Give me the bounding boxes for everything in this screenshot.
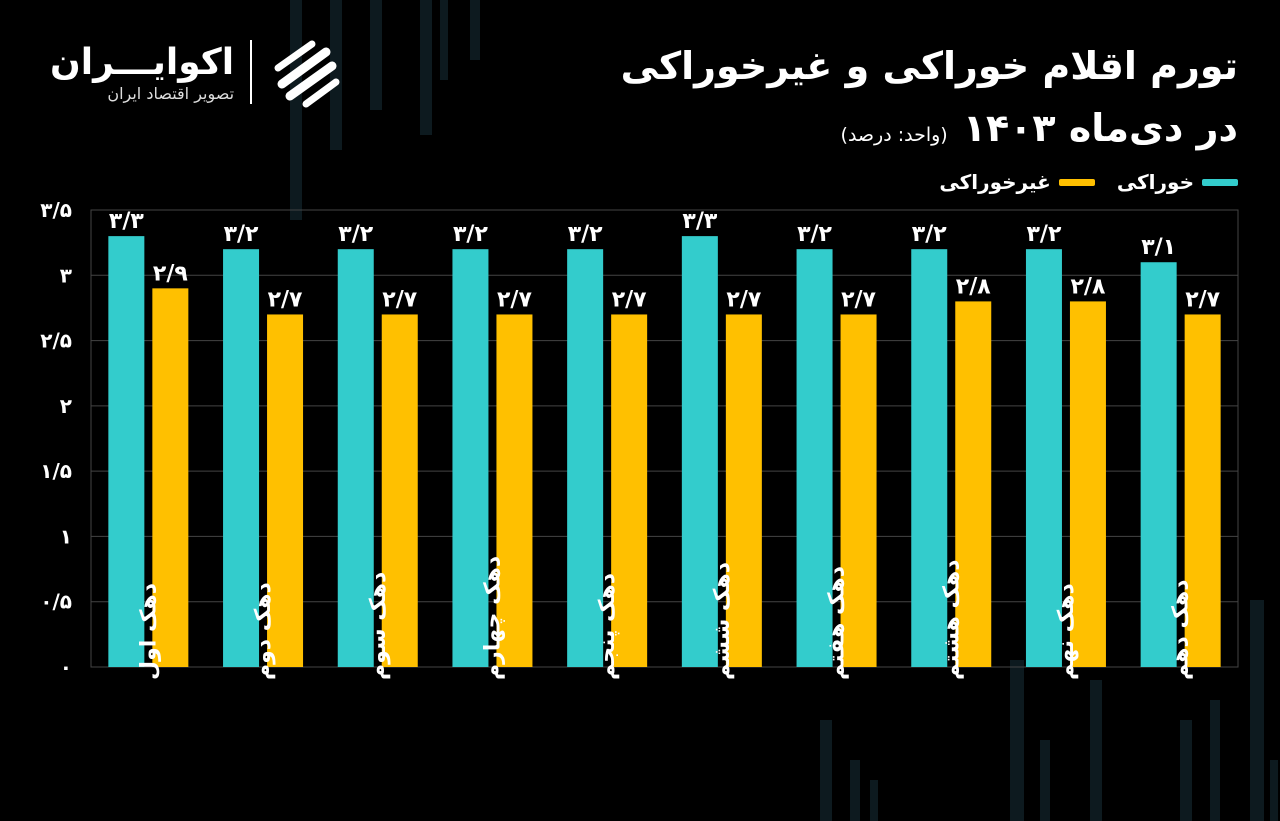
data-label-food: ۳/۲ [1027, 222, 1062, 247]
data-label-food: ۳/۳ [682, 209, 717, 234]
bar-nonfood [725, 314, 762, 667]
data-label-nonfood: ۲/۷ [497, 287, 532, 312]
data-label-food: ۳/۲ [453, 222, 488, 247]
x-tick-label: دهک هشتم [939, 559, 964, 680]
chart-subtitle: در دی‌ماه ۱۴۰۳ [962, 106, 1238, 150]
bar-food [452, 249, 489, 667]
x-tick-label: دهک دهم [1169, 579, 1194, 680]
data-label-nonfood: ۲/۸ [956, 274, 991, 299]
y-tick-label: ۲/۵ [40, 329, 72, 353]
legend-label-nonfood: غیرخوراکی [939, 170, 1051, 194]
x-tick-label: دهک هفتم [825, 566, 850, 680]
chart-title: تورم اقلام خوراکی و غیرخوراکی [620, 44, 1238, 88]
decorative-bar [440, 0, 448, 80]
data-label-nonfood: ۲/۷ [841, 287, 876, 312]
decorative-bar [1040, 740, 1050, 821]
bar-nonfood [1069, 301, 1106, 667]
decorative-bar [820, 720, 832, 821]
decorative-bar [850, 760, 860, 821]
bar-food [223, 249, 260, 667]
data-label-food: ۳/۲ [224, 222, 259, 247]
legend-item-nonfood: غیرخوراکی [939, 170, 1095, 194]
bar-food [337, 249, 374, 667]
y-tick-label: ۲ [60, 394, 72, 418]
y-tick-label: ۰/۵ [40, 590, 72, 614]
chart-legend: خوراکی غیرخوراکی [939, 170, 1238, 194]
bar-nonfood [840, 314, 877, 667]
decorative-bar [1210, 700, 1220, 821]
data-label-nonfood: ۲/۷ [382, 287, 417, 312]
data-label-food: ۳/۲ [797, 222, 832, 247]
x-tick-label: دهک سوم [366, 572, 391, 680]
bar-food [1140, 262, 1177, 667]
bar-nonfood [1184, 314, 1221, 667]
data-label-food: ۳/۲ [338, 222, 373, 247]
bar-nonfood [611, 314, 648, 667]
bar-food [796, 249, 833, 667]
x-tick-label: دهک نهم [1054, 583, 1079, 680]
data-label-nonfood: ۲/۸ [1071, 274, 1106, 299]
chart-subtitle-line: در دی‌ماه ۱۴۰۳ (واحد: درصد) [841, 106, 1238, 150]
data-label-nonfood: ۲/۷ [1185, 287, 1220, 312]
bar-nonfood [381, 314, 418, 667]
data-label-nonfood: ۲/۹ [153, 261, 188, 286]
y-tick-label: ۰ [60, 655, 72, 679]
data-label-food: ۳/۱ [1141, 235, 1176, 260]
brand-text: اکوایـــران تصویر اقتصاد ایران [50, 42, 234, 103]
chart-unit: (واحد: درصد) [840, 124, 948, 146]
x-tick-label: دهک اول [136, 583, 161, 680]
decorative-bar [1090, 680, 1102, 821]
bar-nonfood [496, 314, 533, 667]
decorative-bar [1010, 660, 1024, 821]
bar-nonfood [955, 301, 992, 667]
x-tick-label: دهک پنجم [595, 573, 620, 680]
decorative-bar [870, 780, 878, 821]
bar-food [108, 236, 145, 667]
legend-swatch-food [1202, 178, 1238, 186]
brand-logo: اکوایـــران تصویر اقتصاد ایران [50, 34, 344, 110]
y-tick-label: ۳ [60, 263, 72, 287]
data-label-food: ۳/۲ [912, 222, 947, 247]
data-label-nonfood: ۲/۷ [268, 287, 303, 312]
bar-nonfood [267, 314, 304, 667]
bar-nonfood [152, 288, 189, 667]
legend-swatch-nonfood [1058, 178, 1095, 186]
decorative-bar [1180, 720, 1192, 821]
data-label-food: ۳/۲ [568, 222, 603, 247]
logo-divider [250, 40, 253, 104]
data-label-food: ۳/۳ [109, 209, 144, 234]
x-tick-label: دهک چهارم [480, 556, 505, 680]
decorative-bar [470, 0, 480, 60]
data-label-nonfood: ۲/۷ [612, 287, 647, 312]
decorative-bar [1250, 600, 1264, 821]
bar-food [681, 236, 718, 667]
bar-food [911, 249, 948, 667]
decorative-bar [370, 0, 382, 110]
x-tick-label: دهک ششم [710, 562, 735, 680]
ecoiran-logo-icon [274, 40, 340, 108]
y-tick-label: ۳/۵ [40, 198, 72, 222]
y-tick-label: ۱/۵ [40, 459, 72, 483]
legend-item-food: خوراکی [1117, 170, 1238, 194]
brand-tagline: تصویر اقتصاد ایران [107, 83, 235, 103]
decorative-bar [1270, 760, 1278, 821]
data-label-nonfood: ۲/۷ [726, 287, 761, 312]
y-tick-label: ۱ [60, 524, 72, 548]
legend-label-food: خوراکی [1116, 170, 1194, 194]
bar-food [1025, 249, 1062, 667]
decorative-bar [330, 0, 342, 150]
bar-food [567, 249, 604, 667]
decorative-bar [420, 0, 432, 135]
x-tick-label: دهک دوم [251, 582, 276, 680]
brand-name: اکوایـــران [50, 41, 235, 83]
